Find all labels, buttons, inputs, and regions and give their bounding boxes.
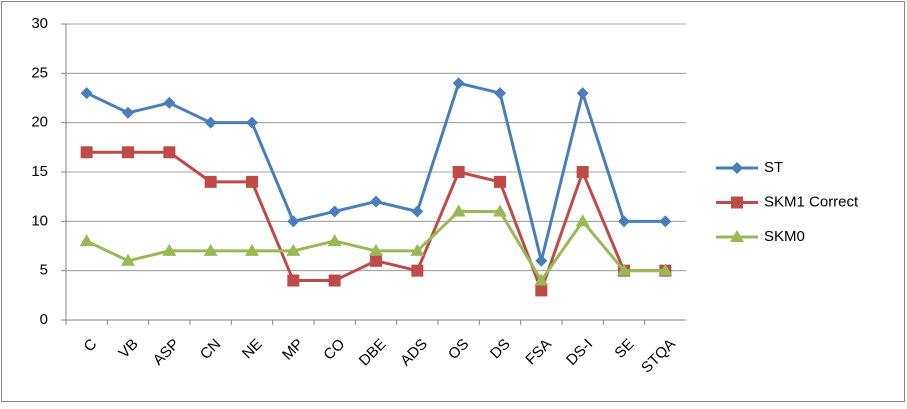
legend-label: ST: [764, 159, 783, 176]
y-tick-label: 0: [40, 311, 48, 328]
marker: [245, 243, 259, 256]
marker: [163, 96, 176, 109]
marker: [576, 166, 589, 178]
marker: [286, 243, 301, 256]
marker: [369, 243, 383, 256]
y-tick-label: 30: [31, 15, 48, 32]
marker: [370, 195, 382, 208]
marker: [451, 204, 466, 217]
marker: [411, 205, 424, 218]
marker: [370, 254, 382, 267]
marker: [121, 253, 135, 266]
legend-label: SKM1 Correct: [764, 193, 859, 210]
marker: [287, 215, 300, 228]
marker: [493, 204, 507, 217]
marker: [494, 87, 506, 100]
legend-marker: [731, 162, 743, 174]
marker: [535, 254, 548, 267]
y-tick-label: 20: [31, 114, 48, 131]
legend-label: SKM0: [764, 228, 805, 245]
marker: [452, 166, 465, 178]
legend-marker: [731, 196, 743, 209]
marker: [204, 175, 217, 188]
y-tick-label: 25: [31, 64, 48, 81]
y-tick-label: 5: [40, 262, 48, 279]
marker: [575, 214, 590, 227]
marker: [204, 116, 217, 129]
marker: [162, 243, 177, 256]
marker: [79, 234, 94, 247]
marker: [534, 273, 549, 286]
marker: [617, 263, 631, 276]
marker: [327, 234, 342, 247]
marker: [122, 106, 134, 119]
marker: [410, 243, 425, 256]
marker: [618, 215, 630, 228]
marker: [328, 274, 341, 287]
marker: [122, 146, 134, 159]
marker: [246, 116, 258, 129]
marker: [80, 87, 93, 100]
marker: [287, 274, 300, 287]
legend-marker: [730, 230, 744, 242]
marker: [659, 215, 672, 228]
marker: [163, 146, 176, 159]
marker: [203, 243, 218, 256]
marker: [658, 263, 673, 276]
marker: [411, 264, 424, 277]
marker: [452, 77, 465, 90]
marker: [246, 175, 258, 188]
marker: [494, 175, 506, 188]
marker: [328, 205, 341, 218]
y-tick-label: 15: [31, 163, 48, 180]
marker: [535, 284, 548, 297]
marker: [80, 146, 93, 159]
y-tick-label: 10: [31, 212, 48, 229]
marker: [576, 87, 589, 100]
